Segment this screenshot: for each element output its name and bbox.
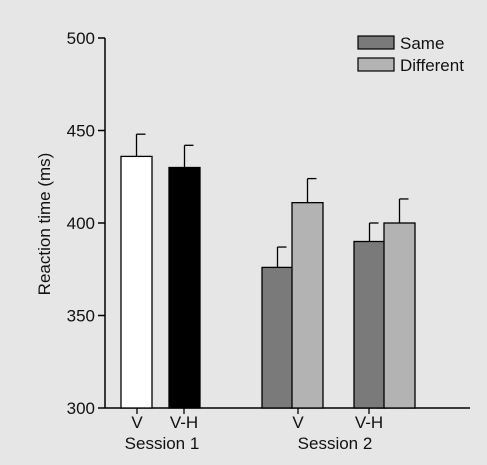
y-tick-label-500: 500 <box>67 29 95 48</box>
x-axis-labels: V V-H V V-H Session 1 Session 2 <box>125 408 383 453</box>
legend-label-same: Same <box>400 34 444 53</box>
bar-4-v-h-same <box>353 240 386 409</box>
bar-0-v-single <box>120 155 153 409</box>
category-label-2: V <box>292 413 304 432</box>
category-label-3: V-H <box>355 413 383 432</box>
session-label-2: Session 2 <box>298 434 373 453</box>
legend: Same Different <box>357 34 464 75</box>
y-tick-label-450: 450 <box>67 122 95 141</box>
bar-1-v-h-single <box>168 166 201 409</box>
y-tick-label-350: 350 <box>67 307 95 326</box>
legend-label-different: Different <box>400 56 464 75</box>
y-axis-title: Reaction time (ms) <box>35 153 54 296</box>
error-bars-layer <box>135 133 409 268</box>
bars-layer <box>120 155 416 409</box>
legend-swatch-different <box>357 57 395 72</box>
session-label-1: Session 1 <box>125 434 200 453</box>
y-tick-label-300: 300 <box>67 399 95 418</box>
legend-swatch-same <box>357 35 395 50</box>
bar-2-v-same <box>261 266 294 409</box>
bar-5-v-h-different <box>383 222 416 409</box>
y-axis-ticks: 300 350 400 450 500 <box>67 29 105 418</box>
category-label-1: V-H <box>170 413 198 432</box>
bar-3-v-different <box>291 201 324 409</box>
category-label-0: V <box>131 413 143 432</box>
y-tick-label-400: 400 <box>67 214 95 233</box>
